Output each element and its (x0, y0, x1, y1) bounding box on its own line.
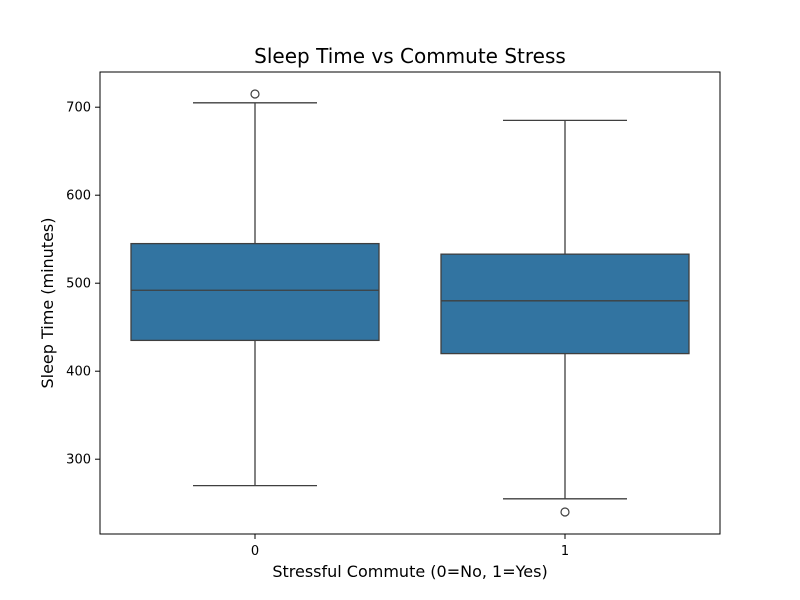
y-axis-label: Sleep Time (minutes) (38, 217, 57, 388)
x-tick-label: 1 (561, 544, 569, 559)
box-iqr (440, 253, 690, 355)
outlier-point (560, 507, 570, 517)
x-tick-label: 0 (251, 544, 259, 559)
plot-area (130, 89, 690, 517)
y-tick-label: 300 (66, 453, 91, 468)
y-tick-label: 400 (66, 365, 91, 380)
y-tick-label: 700 (66, 101, 91, 116)
y-tick-label: 500 (66, 277, 91, 292)
x-axis-label: Stressful Commute (0=No, 1=Yes) (272, 562, 547, 581)
outlier-point (250, 89, 260, 99)
box-group-1 (440, 119, 690, 517)
y-axis: 300 400 500 600 700 (66, 101, 100, 468)
box-group-0 (130, 89, 380, 487)
plot-frame (99, 71, 721, 535)
y-tick-label: 600 (66, 189, 91, 204)
chart-title: Sleep Time vs Commute Stress (254, 44, 566, 68)
box-iqr (130, 242, 380, 342)
